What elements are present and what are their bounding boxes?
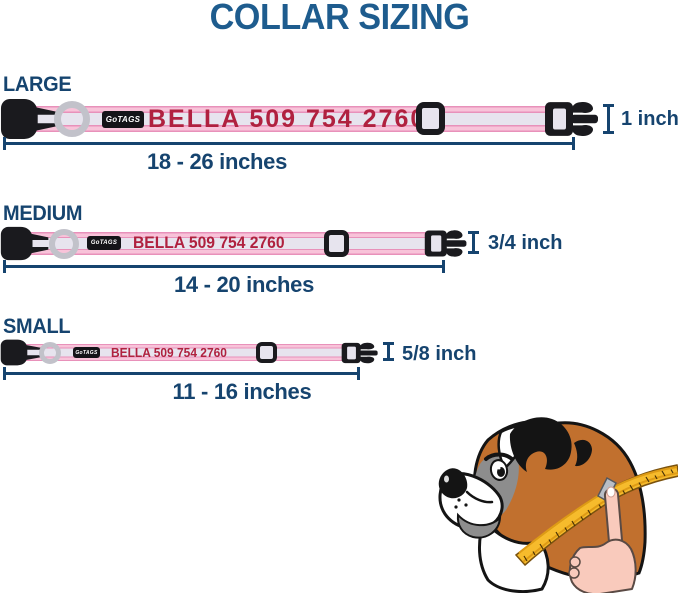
brand-tag: GoTAGS — [87, 236, 121, 250]
collar-name-text: BELLA 509 754 2760 — [148, 104, 427, 133]
width-measure-mark — [603, 104, 614, 134]
d-ring-icon — [39, 342, 61, 364]
width-label-small: 5/8 inch — [402, 343, 477, 365]
size-label-medium: MEDIUM — [3, 202, 83, 225]
brand-tag: GoTAGS — [73, 347, 100, 358]
d-ring-icon — [49, 229, 79, 259]
hand-icon — [568, 486, 637, 593]
brand-tag-label: GoTAGS — [90, 240, 118, 246]
length-range-label-large: 18 - 26 inches — [146, 149, 288, 174]
tri-glide-slider-icon — [324, 230, 349, 257]
length-dimension-line — [3, 367, 360, 380]
buckle-male-icon — [545, 101, 598, 137]
length-range-label-small: 11 - 16 inches — [172, 379, 312, 404]
length-dimension-line — [3, 137, 575, 150]
dog-illustration — [438, 417, 678, 593]
brand-tag-label: GoTAGS — [75, 349, 98, 356]
dog-head — [438, 417, 647, 593]
width-measure-mark — [468, 231, 479, 254]
width-measure-mark — [383, 342, 394, 361]
buckle-female-icon — [0, 339, 41, 366]
brand-tag-label: GoTAGS — [105, 115, 141, 124]
brand-tag: GoTAGS — [102, 111, 144, 128]
size-label-large: LARGE — [3, 73, 72, 96]
buckle-female-icon — [0, 99, 57, 139]
tri-glide-slider-icon — [416, 102, 445, 135]
buckle-male-icon — [341, 342, 378, 364]
tri-glide-slider-icon — [256, 342, 277, 363]
buckle-female-icon — [0, 226, 49, 261]
length-dimension-line — [3, 260, 445, 273]
width-label-medium: 3/4 inch — [488, 232, 563, 254]
d-ring-icon — [54, 101, 90, 137]
buckle-male-icon — [424, 230, 467, 257]
length-range-label-medium: 14 - 20 inches — [173, 272, 315, 297]
collar-name-text: BELLA 509 754 2760 — [133, 233, 285, 252]
width-label-large: 1 inch — [621, 108, 679, 130]
page-title: COLLAR SIZING — [209, 0, 470, 37]
size-label-small: SMALL — [3, 315, 71, 338]
collar-name-text: BELLA 509 754 2760 — [111, 345, 227, 360]
